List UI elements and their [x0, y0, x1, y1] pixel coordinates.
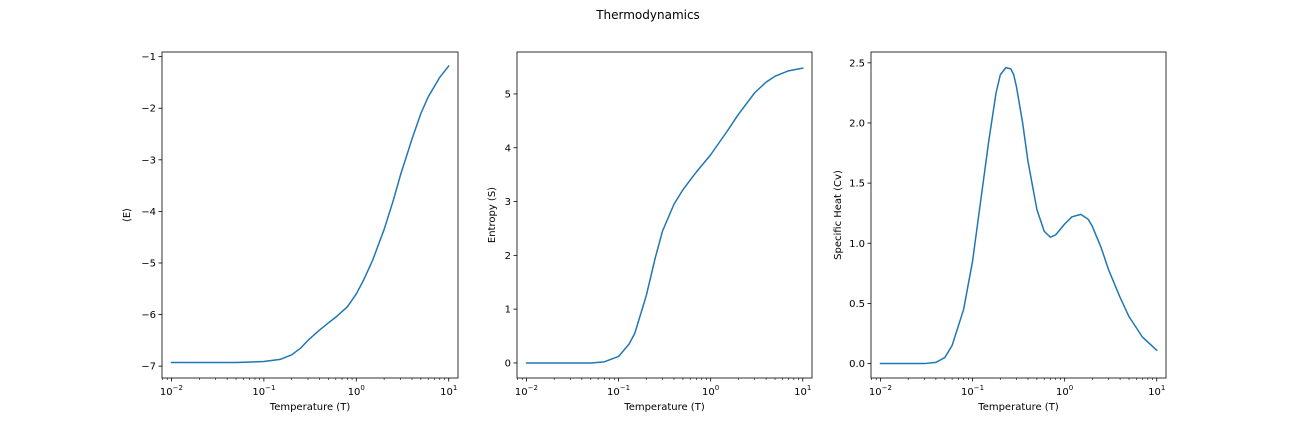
panel-specific-heat: 10−2 10−1 100 101 0.0 0.5 1.0 1.5 2.0 2.5 Temperat… — [833, 51, 1167, 413]
x-tick-label: 10−2 — [515, 384, 538, 398]
x-tick-label: 100 — [348, 384, 365, 398]
x-axis-label: Temperature (T) — [623, 402, 705, 413]
x-tick-label: 100 — [702, 384, 719, 398]
y-tick-label: 1 — [505, 305, 511, 316]
series-line-specific-heat — [879, 66, 1158, 365]
x-tick-label: 100 — [1056, 384, 1073, 398]
y-tick-label: 2.0 — [849, 118, 865, 129]
x-axis-label: Temperature (T) — [269, 402, 351, 413]
x-tick-label: 10−1 — [961, 384, 984, 398]
y-axis-label: Specific Heat (Cv) — [833, 170, 844, 260]
y-tick-label: 1.5 — [849, 179, 865, 190]
y-tick-label: 1.0 — [849, 239, 865, 250]
subplot-grid: 10−2 10−1 100 101 −7 −6 −5 −4 −3 −2 −1 Temperature … — [122, 51, 1167, 413]
series-line-entropy — [525, 67, 804, 364]
x-tick-label: 10−1 — [252, 384, 275, 398]
x-tick-label: 101 — [1148, 384, 1165, 398]
x-tick-label: 101 — [440, 384, 457, 398]
y-tick-label: 3 — [505, 197, 511, 208]
x-tick-label: 10−2 — [869, 384, 892, 398]
y-tick-label: 5 — [505, 89, 511, 100]
axes-frame — [870, 51, 1167, 379]
x-tick-label: 10−1 — [607, 384, 630, 398]
y-tick-label: −6 — [141, 310, 156, 321]
y-tick-label: 2.5 — [849, 58, 865, 69]
y-tick-label: −1 — [141, 52, 156, 63]
y-tick-label: −3 — [141, 155, 156, 166]
panel-energy: 10−2 10−1 100 101 −7 −6 −5 −4 −3 −2 −1 Temperature … — [122, 51, 459, 413]
y-tick-label: −7 — [141, 362, 156, 373]
y-tick-label: 0.0 — [849, 359, 865, 370]
y-tick-label: −2 — [141, 104, 156, 115]
series-line-energy — [170, 65, 450, 364]
figure-suptitle: Thermodynamics — [595, 8, 700, 22]
x-axis-label: Temperature (T) — [977, 402, 1059, 413]
y-tick-label: −4 — [141, 207, 156, 218]
x-tick-label: 101 — [794, 384, 811, 398]
y-tick-label: 4 — [505, 143, 511, 154]
y-tick-label: 0.5 — [849, 299, 865, 310]
y-axis-label: Entropy (S) — [487, 187, 498, 243]
y-tick-label: −5 — [141, 258, 156, 269]
x-tick-label: 10−2 — [160, 384, 183, 398]
y-axis-label: ⟨E⟩ — [122, 208, 133, 222]
axes-frame — [516, 51, 813, 379]
y-tick-label: 0 — [505, 358, 511, 369]
y-tick-label: 2 — [505, 251, 511, 262]
axes-frame — [161, 51, 459, 379]
